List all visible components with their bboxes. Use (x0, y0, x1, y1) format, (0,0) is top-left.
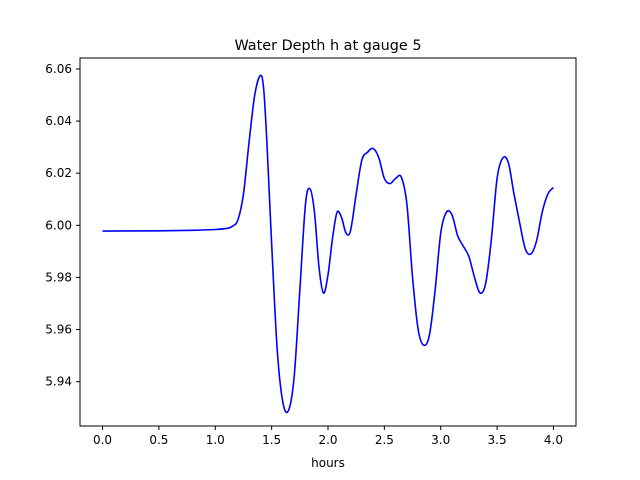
y-tick-label: 6.02 (45, 166, 72, 180)
y-tick-label: 5.98 (45, 270, 72, 284)
y-tick-label: 6.00 (45, 218, 72, 232)
x-tick-label: 1.0 (206, 433, 225, 447)
plot-area (102, 74, 555, 414)
y-axis: 5.94 5.96 5.98 6.00 6.02 6.04 6.06 (45, 62, 80, 389)
x-axis: 0.0 0.5 1.0 1.5 2.0 2.5 3.0 3.5 4.0 (93, 426, 563, 447)
x-tick-label: 2.5 (375, 433, 394, 447)
x-axis-label: hours (311, 456, 345, 470)
x-tick-label: 1.5 (262, 433, 281, 447)
x-tick-label: 2.0 (318, 433, 337, 447)
x-tick-label: 3.5 (488, 433, 507, 447)
x-tick-label: 3.0 (431, 433, 450, 447)
series-line-0 (102, 74, 555, 414)
y-tick-label: 5.94 (45, 375, 72, 389)
y-tick-label: 6.06 (45, 62, 72, 76)
x-tick-label: 0.5 (149, 433, 168, 447)
x-tick-label: 4.0 (544, 433, 563, 447)
y-tick-label: 6.04 (45, 114, 72, 128)
plot-frame (79, 57, 577, 427)
chart-title: Water Depth h at gauge 5 (234, 38, 421, 54)
y-tick-label: 5.96 (45, 323, 72, 337)
x-tick-label: 0.0 (93, 433, 112, 447)
